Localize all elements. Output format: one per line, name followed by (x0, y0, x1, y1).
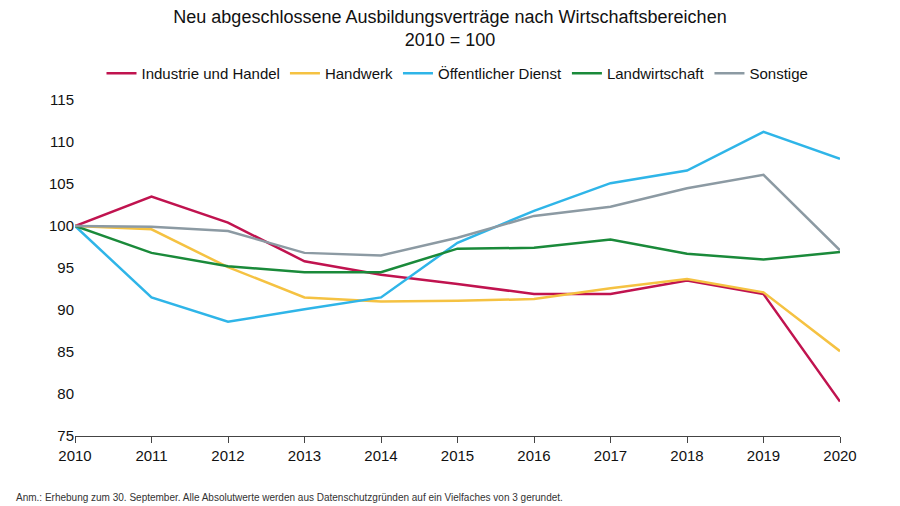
svg-text:2011: 2011 (135, 447, 167, 464)
svg-text:2017: 2017 (594, 447, 627, 464)
svg-text:2013: 2013 (288, 447, 321, 464)
svg-text:95: 95 (57, 259, 74, 276)
svg-text:2016: 2016 (517, 447, 550, 464)
svg-text:2019: 2019 (747, 447, 780, 464)
svg-text:Sonstige: Sonstige (749, 65, 807, 82)
svg-text:Handwerk: Handwerk (325, 65, 393, 82)
svg-text:2018: 2018 (670, 447, 703, 464)
svg-text:2012: 2012 (211, 447, 244, 464)
svg-text:Landwirtschaft: Landwirtschaft (607, 65, 705, 82)
svg-text:75: 75 (57, 427, 74, 444)
svg-text:2020: 2020 (823, 447, 856, 464)
svg-text:Anm.: Erhebung zum 30. Septemb: Anm.: Erhebung zum 30. September. Alle A… (16, 492, 563, 503)
svg-text:90: 90 (57, 301, 74, 318)
svg-text:115: 115 (50, 91, 74, 108)
svg-text:2014: 2014 (364, 447, 397, 464)
svg-text:2015: 2015 (441, 447, 474, 464)
svg-text:105: 105 (49, 175, 74, 192)
svg-text:Industrie und Handel: Industrie und Handel (142, 65, 280, 82)
svg-text:2010: 2010 (58, 447, 91, 464)
svg-text:85: 85 (57, 343, 74, 360)
svg-text:Neu abgeschlossene Ausbildungs: Neu abgeschlossene Ausbildungsverträge n… (173, 7, 726, 50)
svg-text:80: 80 (57, 385, 74, 402)
svg-text:110: 110 (50, 133, 74, 150)
svg-text:Öffentlicher Dienst: Öffentlicher Dienst (438, 65, 562, 82)
svg-text:100: 100 (49, 217, 74, 234)
